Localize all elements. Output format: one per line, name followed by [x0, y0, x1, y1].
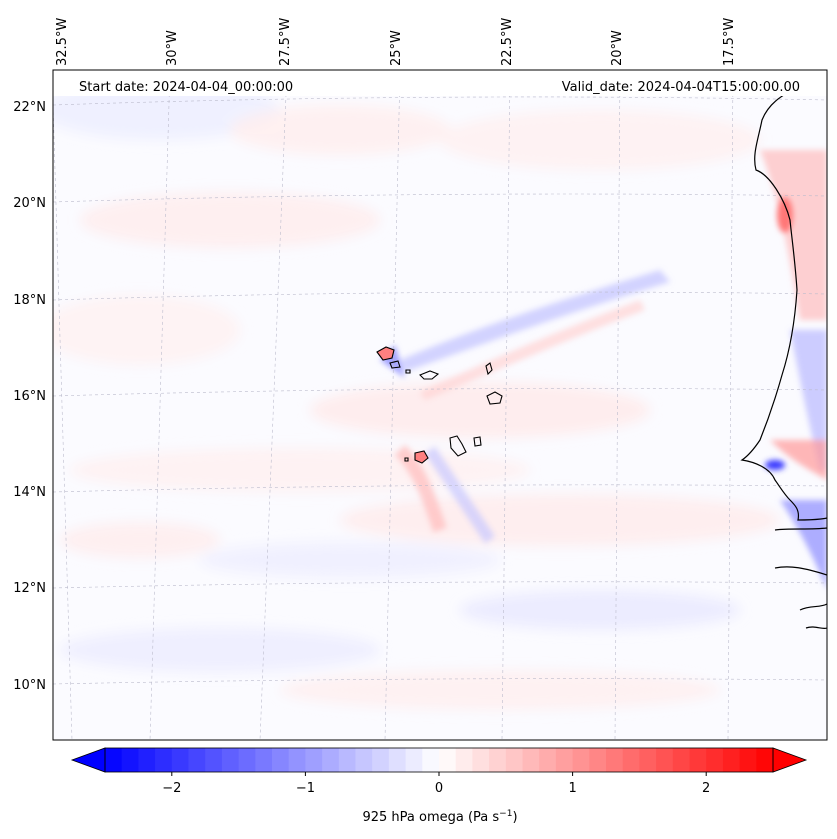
colorbar-cell [689, 748, 707, 772]
header-strip [53, 70, 827, 96]
valid-date-label: Valid_date: 2024-04-04T15:00:00.00 [562, 80, 800, 95]
colorbar-extend-min [70, 747, 106, 773]
colorbar-cell [138, 748, 156, 772]
island-santiago [449, 435, 467, 457]
colorbar-cell [221, 748, 240, 772]
colorbar-cell [305, 748, 323, 772]
lon-label: 22.5°W [500, 18, 515, 66]
map-panel [53, 70, 827, 740]
colorbar-cell [455, 748, 473, 772]
graticule [53, 70, 827, 740]
colorbar-tick-label: 1 [568, 781, 576, 796]
colorbar-tick-labels: −2 −1 0 1 2 [162, 781, 710, 796]
colorbar-extend-max [772, 747, 808, 773]
colorbar-cell [522, 748, 540, 772]
colorbar-cell [589, 748, 607, 772]
colorbar-cell [639, 748, 657, 772]
colorbar-cell [505, 748, 524, 772]
colorbar-ticks [171, 772, 707, 776]
colorbar-cell [706, 748, 724, 772]
colorbar-cell [205, 748, 223, 772]
africa-coastline [740, 79, 827, 630]
colorbar-cell [322, 748, 340, 772]
colorbar-cell [672, 748, 691, 772]
lon-label: 32.5°W [55, 18, 70, 66]
island-sao-nicolau [419, 370, 440, 380]
colorbar-tick-label: 0 [435, 781, 443, 796]
island-brava [404, 457, 409, 462]
colorbar-cell [155, 748, 173, 772]
colorbar-cell [288, 748, 306, 772]
colorbar-cell [622, 748, 640, 772]
coastal-signal [760, 150, 827, 590]
colorbar-cell [188, 748, 206, 772]
lat-label: 16°N [13, 389, 46, 404]
colorbar-label-exponent: −1 [499, 809, 512, 819]
colorbar-label-close: ) [512, 810, 517, 825]
colorbar-cell [338, 748, 357, 772]
island-maio [473, 436, 482, 447]
colorbar-cell [489, 748, 507, 772]
colorbar-cell [572, 748, 590, 772]
colorbar-cell [439, 748, 457, 772]
lon-label: 30°W [165, 30, 180, 66]
island-santo-antao [376, 346, 395, 361]
start-date-label: Start date: 2024-04-04_00:00:00 [79, 80, 293, 95]
colorbar-cells [105, 748, 774, 772]
colorbar-cell [272, 748, 290, 772]
colorbar-cell [722, 748, 741, 772]
longitude-labels: 32.5°W 30°W 27.5°W 25°W 22.5°W 20°W 17.5… [55, 18, 737, 66]
colorbar-cell [656, 748, 674, 772]
lat-label: 20°N [13, 196, 46, 211]
lat-label: 14°N [13, 485, 46, 500]
lat-label: 18°N [13, 293, 46, 308]
lat-label: 10°N [13, 678, 46, 693]
colorbar-cell [555, 748, 574, 772]
colorbar: −2 −1 0 1 2 925 hPa omega (Pa s−1) [70, 747, 808, 825]
colorbar-tick-label: 2 [702, 781, 710, 796]
lon-label: 27.5°W [278, 18, 293, 66]
colorbar-cell [539, 748, 557, 772]
colorbar-tick-label: −2 [162, 781, 181, 796]
colorbar-cell [355, 748, 373, 772]
lon-label: 20°W [610, 30, 625, 66]
colorbar-cell [255, 748, 273, 772]
colorbar-cell [606, 748, 624, 772]
lon-label: 25°W [389, 30, 404, 66]
colorbar-cell [121, 748, 139, 772]
colorbar-tick-label: −1 [296, 781, 315, 796]
island-santa-luzia [405, 369, 411, 374]
island-sal [485, 362, 493, 376]
colorbar-cell [171, 748, 190, 772]
cape-verde-islands [376, 346, 503, 464]
colorbar-cell [756, 748, 774, 772]
colorbar-cell [405, 748, 423, 772]
island-boa-vista [486, 391, 503, 405]
latitude-labels: 22°N 20°N 18°N 16°N 14°N 12°N 10°N [13, 100, 46, 693]
colorbar-cell [472, 748, 490, 772]
map-frame [52, 69, 828, 741]
lat-label: 12°N [13, 581, 46, 596]
island-fogo [414, 450, 429, 464]
colorbar-cell [238, 748, 256, 772]
colorbar-cell [422, 748, 440, 772]
colorbar-label-main: 925 hPa omega (Pa s [362, 810, 499, 825]
lon-label: 17.5°W [722, 18, 737, 66]
colorbar-cell [372, 748, 390, 772]
colorbar-cell [105, 748, 123, 772]
colorbar-cell [739, 748, 757, 772]
island-sao-vicente [389, 360, 401, 369]
colorbar-cell [388, 748, 407, 772]
lat-label: 22°N [13, 100, 46, 115]
colorbar-label: 925 hPa omega (Pa s−1) [362, 809, 517, 825]
island-wake-streaks [380, 270, 670, 544]
